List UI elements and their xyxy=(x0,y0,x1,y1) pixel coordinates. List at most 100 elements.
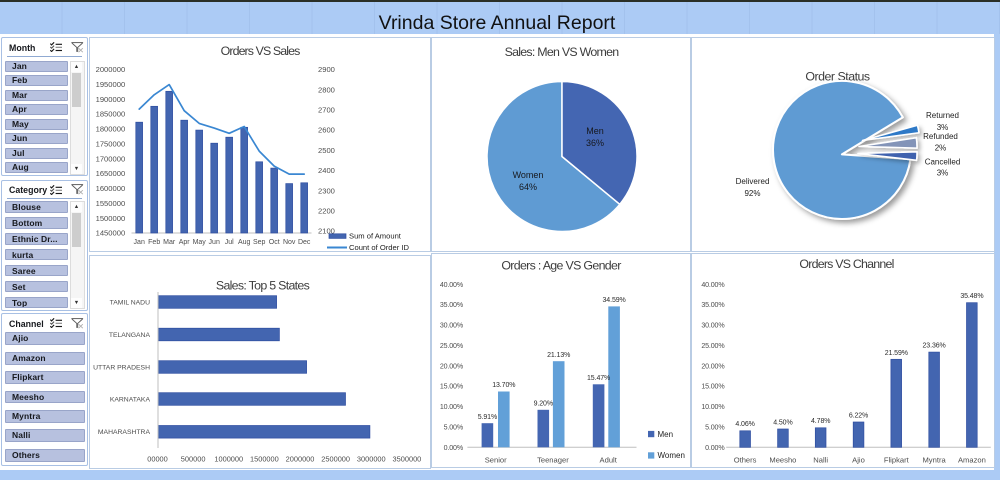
svg-text:Myntra: Myntra xyxy=(922,456,946,465)
svg-text:0.00%: 0.00% xyxy=(444,444,464,452)
svg-text:2000000: 2000000 xyxy=(96,65,126,74)
svg-text:40.00%: 40.00% xyxy=(701,281,725,289)
svg-text:2700: 2700 xyxy=(318,106,335,115)
svg-text:13.70%: 13.70% xyxy=(492,382,515,389)
svg-text:3%: 3% xyxy=(936,123,948,132)
svg-text:23.36%: 23.36% xyxy=(922,343,945,350)
svg-text:Refunded: Refunded xyxy=(923,132,958,141)
svg-text:2300: 2300 xyxy=(318,186,335,195)
svg-text:10.00%: 10.00% xyxy=(440,403,464,411)
svg-text:5.00%: 5.00% xyxy=(444,423,464,431)
svg-text:Mar: Mar xyxy=(163,239,176,246)
svg-text:Dec: Dec xyxy=(298,239,311,246)
svg-text:Ajio: Ajio xyxy=(852,456,865,465)
svg-text:1650000: 1650000 xyxy=(96,169,126,178)
svg-text:1000000: 1000000 xyxy=(214,455,243,464)
svg-text:25.00%: 25.00% xyxy=(701,342,725,350)
svg-text:Nov: Nov xyxy=(283,239,296,246)
svg-text:Amazon: Amazon xyxy=(957,456,985,465)
svg-text:Orders VS Channel: Orders VS Channel xyxy=(799,257,893,271)
svg-text:UTTAR PRADESH: UTTAR PRADESH xyxy=(93,364,150,371)
svg-text:35.48%: 35.48% xyxy=(960,293,983,300)
svg-text:3%: 3% xyxy=(936,168,948,177)
svg-text:2500000: 2500000 xyxy=(321,455,350,464)
svg-text:40.00%: 40.00% xyxy=(440,281,464,289)
svg-text:20.00%: 20.00% xyxy=(440,362,464,370)
svg-text:Women: Women xyxy=(513,170,544,180)
svg-text:21.59%: 21.59% xyxy=(884,350,907,357)
svg-text:Teenager: Teenager xyxy=(537,456,569,465)
svg-text:2500: 2500 xyxy=(318,146,335,155)
svg-text:10.00%: 10.00% xyxy=(701,403,725,411)
svg-text:92%: 92% xyxy=(744,189,760,198)
svg-text:4.78%: 4.78% xyxy=(811,418,830,425)
svg-text:64%: 64% xyxy=(519,182,537,192)
svg-text:1850000: 1850000 xyxy=(96,110,126,119)
svg-text:1750000: 1750000 xyxy=(96,139,126,148)
svg-text:15.00%: 15.00% xyxy=(701,383,725,391)
svg-text:Count of Order ID: Count of Order ID xyxy=(349,243,409,252)
svg-text:Others: Others xyxy=(733,456,756,465)
svg-text:2600: 2600 xyxy=(318,126,335,135)
svg-text:2%: 2% xyxy=(934,143,946,152)
svg-text:21.13%: 21.13% xyxy=(547,352,570,359)
svg-text:Flipkart: Flipkart xyxy=(883,456,909,465)
svg-text:2200: 2200 xyxy=(318,207,335,216)
svg-text:1600000: 1600000 xyxy=(96,184,126,193)
svg-text:6.22%: 6.22% xyxy=(848,412,867,419)
svg-text:0.00%: 0.00% xyxy=(705,444,725,452)
svg-text:500000: 500000 xyxy=(181,455,206,464)
svg-text:5.00%: 5.00% xyxy=(705,423,725,431)
svg-text:Jul: Jul xyxy=(225,239,234,246)
svg-text:MAHARASHTRA: MAHARASHTRA xyxy=(98,429,151,436)
svg-text:3500000: 3500000 xyxy=(393,455,422,464)
svg-text:Men: Men xyxy=(586,126,604,136)
svg-text:2800: 2800 xyxy=(318,85,335,94)
svg-text:5.91%: 5.91% xyxy=(478,414,497,421)
svg-text:1700000: 1700000 xyxy=(96,154,126,163)
svg-text:TELANGANA: TELANGANA xyxy=(109,332,151,339)
svg-text:Orders VS Sales: Orders VS Sales xyxy=(221,44,300,58)
svg-text:May: May xyxy=(193,239,207,246)
svg-text:Returned: Returned xyxy=(926,111,959,120)
svg-text:2400: 2400 xyxy=(318,166,335,175)
svg-text:30.00%: 30.00% xyxy=(701,322,725,330)
svg-text:KARNATAKA: KARNATAKA xyxy=(110,396,151,403)
svg-text:Sales: Top 5 States: Sales: Top 5 States xyxy=(216,279,310,293)
svg-text:Jun: Jun xyxy=(209,239,220,246)
svg-text:00000: 00000 xyxy=(147,455,168,464)
svg-text:Jan: Jan xyxy=(134,239,145,246)
svg-text:35.00%: 35.00% xyxy=(701,301,725,309)
svg-text:Apr: Apr xyxy=(179,239,191,246)
svg-text:15.47%: 15.47% xyxy=(587,375,610,382)
svg-text:Aug: Aug xyxy=(238,239,251,246)
svg-text:2900: 2900 xyxy=(318,65,335,74)
svg-text:2000000: 2000000 xyxy=(286,455,315,464)
svg-text:Sum of Amount: Sum of Amount xyxy=(349,232,402,241)
svg-text:Men: Men xyxy=(658,430,674,439)
svg-text:35.00%: 35.00% xyxy=(440,301,464,309)
svg-text:34.59%: 34.59% xyxy=(603,297,626,304)
svg-text:1900000: 1900000 xyxy=(96,95,126,104)
svg-text:Orders : Age VS Gender: Orders : Age VS Gender xyxy=(501,258,621,272)
svg-text:1800000: 1800000 xyxy=(96,125,126,134)
svg-text:Sep: Sep xyxy=(253,239,266,246)
svg-text:TAMIL NADU: TAMIL NADU xyxy=(110,299,150,306)
svg-text:Oct: Oct xyxy=(269,239,280,246)
svg-text:1950000: 1950000 xyxy=(96,80,126,89)
svg-text:Delivered: Delivered xyxy=(735,177,769,186)
svg-text:3000000: 3000000 xyxy=(357,455,386,464)
svg-text:Cancelled: Cancelled xyxy=(924,157,960,166)
svg-text:1550000: 1550000 xyxy=(96,199,126,208)
svg-text:1500000: 1500000 xyxy=(96,214,126,223)
svg-text:9.20%: 9.20% xyxy=(534,400,553,407)
svg-text:Feb: Feb xyxy=(148,239,160,246)
svg-text:1450000: 1450000 xyxy=(96,229,126,238)
svg-text:2100: 2100 xyxy=(318,227,335,236)
svg-text:Adult: Adult xyxy=(600,456,618,465)
svg-text:36%: 36% xyxy=(586,138,604,148)
svg-text:Senior: Senior xyxy=(485,456,507,465)
svg-text:Order Status: Order Status xyxy=(805,69,870,83)
svg-text:4.50%: 4.50% xyxy=(773,419,792,426)
svg-text:1500000: 1500000 xyxy=(250,455,279,464)
